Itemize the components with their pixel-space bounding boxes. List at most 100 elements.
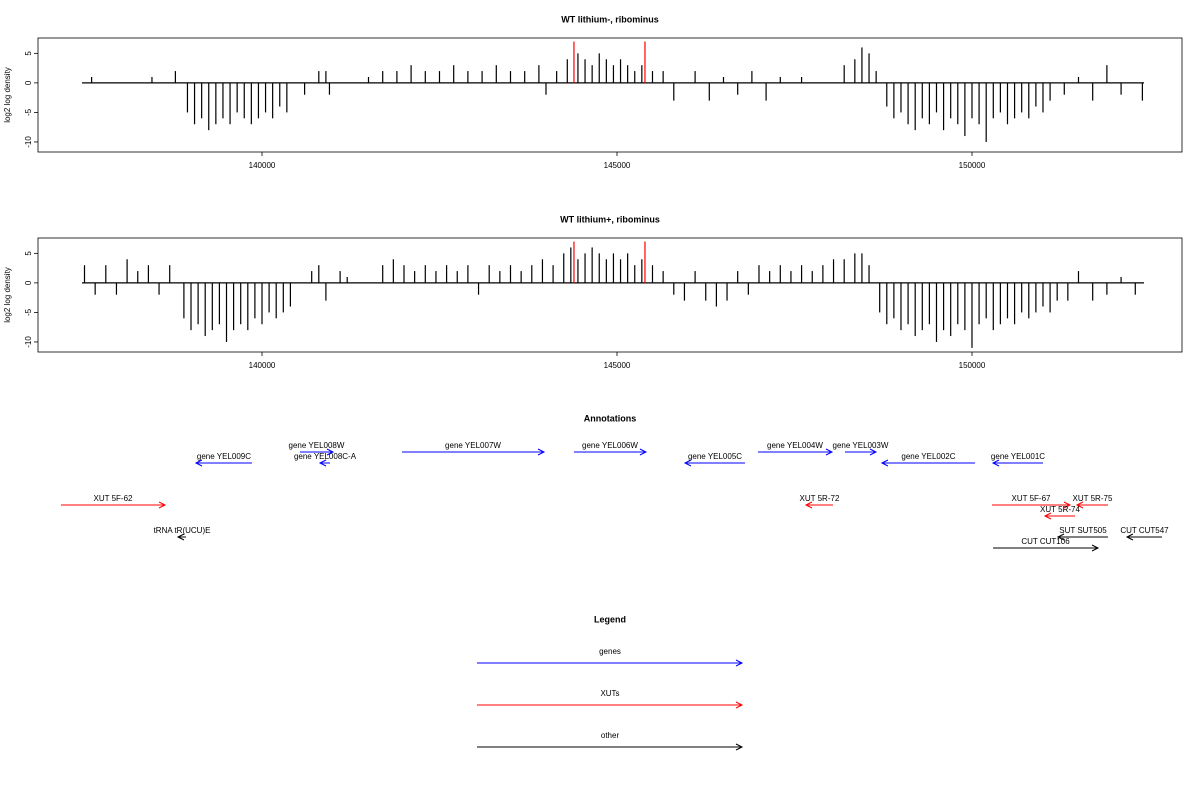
density-bar — [286, 82, 288, 113]
density-bar — [382, 265, 384, 283]
density-bar — [1063, 82, 1065, 95]
density-bar — [811, 271, 813, 283]
density-bar — [520, 271, 522, 283]
density-bar — [705, 282, 707, 301]
density-bar — [137, 271, 139, 283]
density-bar — [158, 282, 160, 295]
feature-arrow-head — [1043, 512, 1052, 520]
legend-label: other — [601, 731, 620, 740]
density-bar — [1106, 65, 1108, 83]
density-bar — [651, 265, 654, 283]
density-bar — [1035, 82, 1037, 107]
density-bar — [552, 265, 554, 283]
y-tick-label: 5 — [24, 251, 33, 256]
density-bar — [424, 71, 426, 83]
feature-label: gene YEL009C — [197, 452, 251, 461]
density-bar — [900, 82, 902, 113]
density-bar — [964, 82, 966, 137]
density-bar — [438, 71, 441, 83]
density-bar — [992, 82, 994, 119]
density-bar — [651, 71, 654, 83]
density-bar — [779, 76, 781, 83]
density-bar — [247, 282, 249, 331]
feature-arrow-head — [1063, 501, 1072, 509]
density-bar — [584, 253, 586, 283]
density-bar — [634, 265, 636, 283]
density-bar — [914, 282, 916, 337]
density-bar — [893, 282, 895, 319]
y-axis-label: log2 log density — [3, 67, 12, 123]
density-bar — [197, 282, 199, 325]
density-bar — [509, 265, 512, 283]
density-bar — [1006, 82, 1009, 125]
density-bar — [868, 53, 870, 83]
density-bar — [779, 265, 781, 283]
feature-label: SUT SUT505 — [1059, 526, 1107, 535]
feature-label: gene YEL001C — [991, 452, 1045, 461]
density-bar — [985, 82, 987, 142]
density-bar — [747, 282, 749, 295]
density-bar — [1120, 276, 1122, 283]
density-bar — [662, 271, 664, 283]
density-bar — [1021, 282, 1023, 313]
density-bar — [264, 82, 267, 113]
density-bar — [765, 82, 767, 101]
density-bar — [577, 53, 579, 83]
density-bar — [722, 76, 725, 83]
density-bar — [272, 82, 274, 119]
density-bar — [225, 282, 228, 342]
density-bar — [950, 82, 952, 119]
density-bar — [612, 253, 615, 283]
density-bar — [275, 282, 277, 319]
feature-label: CUT CUT547 — [1120, 526, 1169, 535]
density-bar — [854, 253, 856, 283]
density-bar — [541, 259, 544, 283]
y-tick-label: -5 — [24, 108, 33, 116]
density-bar — [800, 265, 803, 283]
density-bar — [268, 282, 270, 313]
density-bar — [424, 265, 426, 283]
legend-title: Legend — [594, 614, 626, 624]
density-bar — [612, 65, 615, 83]
density-bar — [907, 282, 909, 325]
density-bar — [832, 259, 835, 283]
feature-label: gene YEL002C — [901, 452, 955, 461]
density-bar — [935, 82, 938, 113]
density-bar — [914, 82, 916, 131]
feature-arrow-head — [326, 448, 335, 456]
density-bar — [999, 282, 1001, 325]
chart-title: WT lithium-, ribominus — [561, 14, 659, 24]
density-bar — [183, 282, 185, 319]
density-bar — [584, 59, 586, 83]
density-bar — [673, 282, 675, 295]
feature-label: gene YEL008C-A — [294, 452, 357, 461]
density-bar — [1028, 282, 1030, 319]
density-bar — [957, 282, 959, 325]
density-bar — [1028, 82, 1030, 119]
density-bar — [942, 282, 945, 331]
density-bar — [1013, 82, 1016, 119]
density-bar — [208, 82, 210, 131]
y-tick-label: -10 — [24, 136, 33, 148]
density-bar — [435, 271, 437, 283]
feature-arrow-head — [880, 459, 889, 467]
y-tick-label: 0 — [24, 80, 33, 85]
feature-arrow-head — [825, 448, 834, 456]
density-bar — [999, 82, 1001, 113]
density-bar — [1120, 82, 1122, 95]
density-bar — [879, 282, 881, 313]
density-bar — [91, 76, 93, 83]
density-bar — [694, 271, 696, 283]
density-bar — [318, 71, 320, 83]
density-bar — [211, 282, 213, 331]
density-bar — [282, 282, 284, 313]
density-bar — [174, 71, 176, 83]
density-bar — [662, 71, 664, 83]
feature-arrow-head — [1056, 533, 1065, 541]
density-bar — [566, 59, 568, 83]
feature-label: CUT CUT106 — [1021, 537, 1070, 546]
density-bar — [392, 259, 394, 283]
feature-label: gene YEL006W — [582, 441, 638, 450]
feature-arrow-head — [1091, 544, 1100, 552]
density-bar — [1092, 282, 1094, 301]
